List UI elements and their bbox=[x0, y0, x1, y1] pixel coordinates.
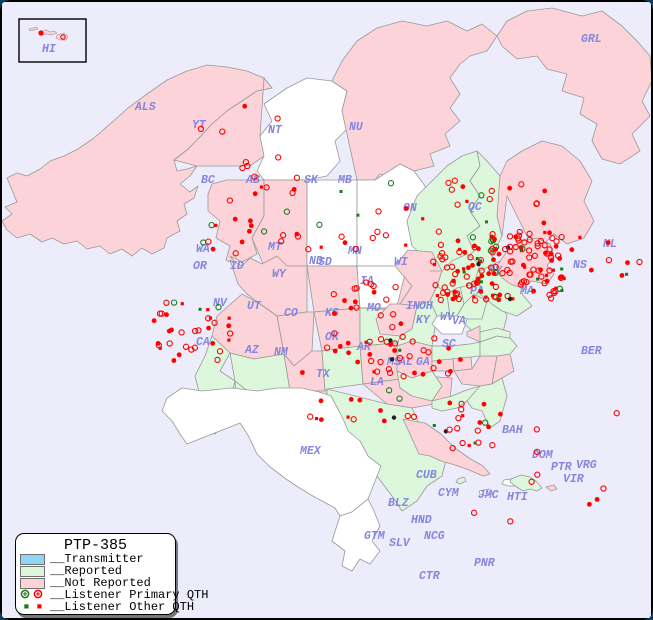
svg-text:CYM: CYM bbox=[438, 487, 460, 500]
svg-text:OH: OH bbox=[419, 300, 434, 313]
svg-text:QC: QC bbox=[468, 201, 482, 214]
svg-text:NS: NS bbox=[573, 259, 587, 272]
svg-text:HTI: HTI bbox=[507, 491, 528, 504]
svg-text:WY: WY bbox=[272, 268, 287, 281]
svg-text:KS: KS bbox=[325, 307, 339, 320]
svg-text:ALS: ALS bbox=[134, 101, 156, 114]
svg-text:SD: SD bbox=[318, 256, 332, 269]
svg-text:GRL: GRL bbox=[581, 33, 602, 46]
svg-text:MT: MT bbox=[267, 241, 283, 254]
svg-text:BER: BER bbox=[581, 345, 602, 358]
svg-text:OR: OR bbox=[193, 260, 207, 273]
svg-text:HI: HI bbox=[42, 43, 56, 56]
svg-text:TX: TX bbox=[316, 368, 331, 381]
svg-text:CTR: CTR bbox=[419, 570, 440, 583]
svg-text:AL: AL bbox=[398, 356, 413, 369]
svg-text:MB: MB bbox=[337, 174, 352, 187]
svg-text:OK: OK bbox=[325, 331, 340, 344]
svg-text:PNR: PNR bbox=[474, 557, 495, 570]
svg-text:NL: NL bbox=[603, 238, 617, 251]
svg-text:AZ: AZ bbox=[244, 344, 260, 357]
svg-text:JMC: JMC bbox=[478, 489, 499, 502]
svg-text:NCG: NCG bbox=[424, 530, 445, 543]
svg-text:BAH: BAH bbox=[502, 424, 524, 437]
svg-text:NT: NT bbox=[268, 124, 283, 137]
svg-text:BLZ: BLZ bbox=[388, 497, 410, 510]
svg-text:SK: SK bbox=[304, 174, 319, 187]
svg-text:CUB: CUB bbox=[416, 469, 437, 482]
svg-text:ID: ID bbox=[230, 260, 244, 273]
svg-text:GTM: GTM bbox=[364, 530, 386, 543]
svg-text:KY: KY bbox=[416, 314, 431, 327]
svg-text:VIR: VIR bbox=[563, 473, 584, 486]
svg-text:SLV: SLV bbox=[389, 537, 411, 550]
svg-text:BC: BC bbox=[201, 174, 215, 187]
svg-text:VA: VA bbox=[452, 315, 466, 328]
svg-text:UT: UT bbox=[247, 300, 262, 313]
svg-text:WI: WI bbox=[394, 256, 408, 269]
svg-text:CA: CA bbox=[196, 336, 210, 349]
svg-text:NU: NU bbox=[349, 121, 364, 134]
svg-text:VRG: VRG bbox=[576, 459, 597, 472]
svg-text:YT: YT bbox=[192, 119, 207, 132]
svg-text:NM: NM bbox=[274, 346, 289, 359]
svg-text:MEX: MEX bbox=[299, 445, 322, 458]
svg-text:CO: CO bbox=[284, 307, 298, 320]
svg-text:HND: HND bbox=[411, 514, 432, 527]
svg-text:GA: GA bbox=[416, 356, 430, 369]
svg-text:AR: AR bbox=[356, 341, 371, 354]
svg-text:LA: LA bbox=[370, 376, 384, 389]
